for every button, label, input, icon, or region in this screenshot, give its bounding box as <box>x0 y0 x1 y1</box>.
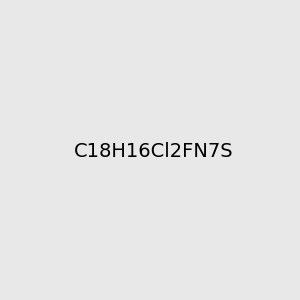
Text: C18H16Cl2FN7S: C18H16Cl2FN7S <box>74 142 234 161</box>
